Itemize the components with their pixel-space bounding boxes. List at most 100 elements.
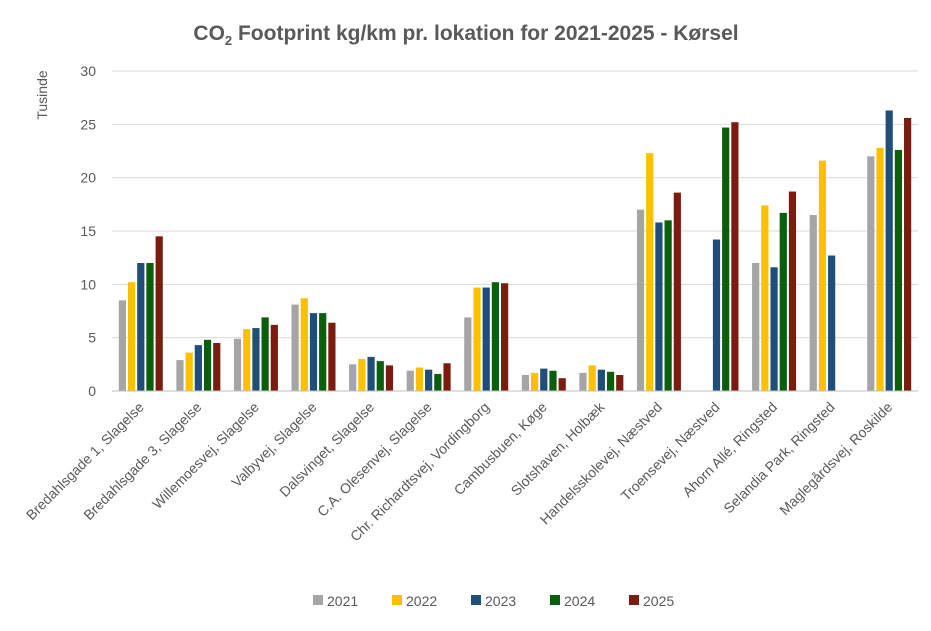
bar-2025-7 xyxy=(558,378,566,391)
bar-2021-7 xyxy=(521,375,529,391)
bar-2023-11 xyxy=(770,267,778,391)
legend-label-2024: 2024 xyxy=(564,593,595,609)
bar-2023-3 xyxy=(309,313,318,391)
legend: 2021 2022 2023 2024 2025 xyxy=(313,593,674,609)
legend-label-2022: 2022 xyxy=(406,593,437,609)
bar-2024-9 xyxy=(664,220,672,391)
bar-2024-11 xyxy=(779,212,787,391)
bar-layer xyxy=(118,110,912,392)
bar-2025-11 xyxy=(788,191,797,391)
bar-2022-5 xyxy=(415,367,424,391)
bar-2021-1 xyxy=(176,360,184,391)
bar-2022-1 xyxy=(185,352,193,391)
x-tick-label: Selandia Park, Ringsted xyxy=(720,399,838,517)
bar-2021-13 xyxy=(867,156,875,391)
bar-2024-3 xyxy=(319,313,327,391)
bar-2024-8 xyxy=(606,371,615,391)
bar-2022-13 xyxy=(876,147,884,391)
chart-title-rest: Footprint kg/km pr. lokation for 2021-20… xyxy=(232,22,738,45)
bar-2025-5 xyxy=(443,363,451,391)
bar-2023-7 xyxy=(540,368,548,391)
x-tick-label: Troensevej, Næstved xyxy=(618,399,723,504)
bar-2024-7 xyxy=(549,370,557,391)
bar-2025-2 xyxy=(270,324,278,391)
bar-2021-8 xyxy=(579,372,587,391)
legend-label-2023: 2023 xyxy=(485,593,516,609)
bar-2022-2 xyxy=(243,329,251,391)
y-axis-label: Tusinde xyxy=(34,70,50,120)
bar-2023-0 xyxy=(137,263,145,391)
bar-2023-4 xyxy=(367,356,375,391)
bar-2024-13 xyxy=(894,149,903,391)
legend-swatch-2022 xyxy=(392,595,402,605)
legend-swatch-2023 xyxy=(471,595,481,605)
bar-2021-12 xyxy=(809,215,817,391)
bar-2022-3 xyxy=(300,298,308,391)
x-tick-label: Slotshaven, Holbæk xyxy=(508,398,609,499)
bar-2025-4 xyxy=(385,365,394,391)
bar-2024-4 xyxy=(376,361,384,391)
bar-2021-6 xyxy=(464,317,472,391)
bar-2022-7 xyxy=(530,372,539,391)
y-tick-label: 10 xyxy=(80,276,96,292)
y-tick-label: 15 xyxy=(80,223,96,239)
bar-2021-2 xyxy=(233,338,242,391)
bar-2025-8 xyxy=(616,375,624,391)
bar-2022-8 xyxy=(588,365,596,391)
bar-2025-10 xyxy=(731,122,739,391)
bar-2025-13 xyxy=(904,117,912,392)
bar-2022-4 xyxy=(358,359,366,391)
bar-2024-6 xyxy=(491,282,500,391)
bar-2023-2 xyxy=(252,328,260,391)
x-tick-label: Ahorn Allé, Ringsted xyxy=(679,399,780,500)
y-tick-label: 0 xyxy=(88,383,96,399)
bar-2023-1 xyxy=(194,345,202,391)
bar-2021-9 xyxy=(636,209,645,391)
x-tick-label: Willemoesvej, Slagelse xyxy=(149,399,262,512)
bar-2025-1 xyxy=(213,343,221,391)
x-tick-label: Maglegårdsvej, Roskilde xyxy=(776,399,895,518)
bar-2023-9 xyxy=(655,222,663,391)
x-tick-label: C.A. Olesenvej, Slagelse xyxy=(314,399,435,520)
bar-2023-10 xyxy=(712,239,721,391)
legend-swatch-2024 xyxy=(550,595,560,605)
bar-2021-5 xyxy=(406,370,414,391)
bar-2023-6 xyxy=(482,287,490,391)
legend-label-2025: 2025 xyxy=(643,593,674,609)
bar-2023-8 xyxy=(597,369,605,391)
bar-2023-12 xyxy=(828,255,836,391)
legend-swatch-2025 xyxy=(629,595,639,605)
bar-2025-9 xyxy=(673,192,681,391)
bar-2023-13 xyxy=(885,110,893,391)
bar-2021-11 xyxy=(752,263,760,391)
y-tick-label: 20 xyxy=(80,170,96,186)
bar-2021-4 xyxy=(349,364,357,391)
chart-title: CO2 Footprint kg/km pr. lokation for 202… xyxy=(193,22,738,48)
bar-2023-5 xyxy=(425,369,433,391)
bar-2025-6 xyxy=(501,283,509,391)
bar-2024-0 xyxy=(146,263,154,391)
bar-2024-10 xyxy=(722,127,730,391)
x-tick-label: Bredahlsgade 1, Slagelse xyxy=(23,399,147,523)
y-tick-label: 25 xyxy=(80,116,96,132)
bar-2022-0 xyxy=(127,282,136,391)
grid-layer xyxy=(112,70,918,339)
bar-2024-2 xyxy=(261,317,269,391)
bar-2021-0 xyxy=(118,300,126,391)
bar-2022-6 xyxy=(473,287,481,391)
x-tick-label: Bredahlsgade 3, Slagelse xyxy=(80,399,204,523)
y-tick-label: 5 xyxy=(88,330,96,346)
x-tick-label: Dalsvinget, Slagelse xyxy=(276,399,377,500)
bar-2025-0 xyxy=(155,236,163,391)
bar-2022-9 xyxy=(646,153,654,391)
y-tick-label: 30 xyxy=(80,63,96,79)
bar-2024-1 xyxy=(203,339,212,391)
bar-2021-3 xyxy=(291,304,299,391)
bar-2022-12 xyxy=(818,160,827,391)
bar-2025-3 xyxy=(328,322,336,391)
legend-swatch-2021 xyxy=(313,595,323,605)
bar-2024-5 xyxy=(434,373,442,391)
bar-2022-11 xyxy=(761,205,769,391)
chart-title-prefix: CO xyxy=(193,22,225,45)
